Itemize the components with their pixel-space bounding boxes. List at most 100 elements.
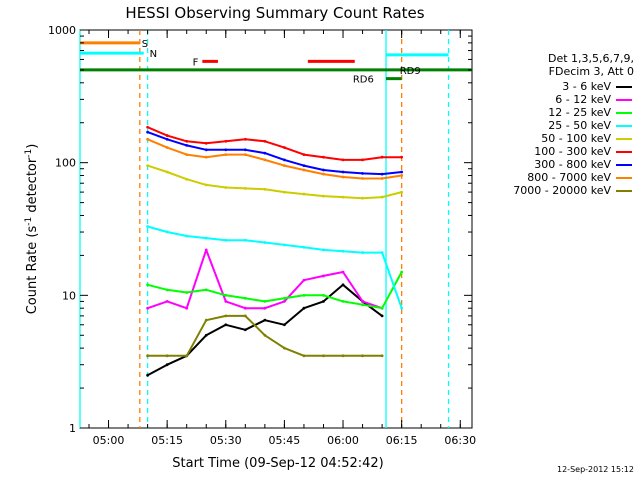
data-point	[146, 225, 150, 228]
data-point	[224, 300, 228, 303]
data-point	[322, 168, 325, 172]
data-point	[224, 238, 228, 242]
data-point	[263, 306, 267, 310]
legend-entry: 25 - 50 keV	[548, 120, 632, 132]
series-line-5	[147, 126, 402, 161]
data-point	[380, 195, 384, 199]
data-point	[263, 151, 267, 155]
x-tick-label: 05:15	[151, 434, 183, 447]
y-axis-label-part: )	[25, 144, 40, 149]
data-point	[263, 333, 267, 337]
x-tick-label: 05:45	[269, 434, 301, 447]
data-point	[302, 168, 306, 172]
data-point	[283, 158, 286, 162]
legend-label: 800 - 7000 keV	[527, 171, 611, 184]
data-point	[361, 300, 364, 303]
data-point	[185, 306, 189, 310]
timestamp: 12-Sep-2012 15:12	[557, 465, 634, 474]
data-point	[302, 354, 306, 358]
legend-entry: 100 - 300 keV	[534, 146, 632, 158]
data-point	[302, 293, 306, 297]
data-point	[283, 323, 286, 327]
data-point	[361, 303, 364, 307]
marker-lines	[79, 30, 450, 428]
data-point	[322, 248, 325, 252]
legend-entry: 12 - 25 keV	[548, 107, 632, 119]
data-point	[204, 183, 208, 187]
data-point	[400, 170, 404, 174]
data-point	[165, 134, 169, 137]
data-point	[400, 270, 404, 274]
data-point	[185, 291, 189, 294]
y-axis-label-exponent: -1	[24, 217, 34, 226]
data-point	[322, 194, 325, 198]
data-point	[243, 296, 247, 300]
series-lines	[146, 125, 404, 377]
data-point	[146, 283, 150, 287]
data-point	[165, 146, 169, 149]
data-point	[322, 172, 325, 176]
data-point	[341, 158, 345, 162]
data-point	[243, 238, 247, 242]
annotation-label-2: F	[193, 57, 199, 68]
plot-frame	[79, 29, 473, 429]
data-point	[361, 251, 364, 254]
y-tick-label: 10	[62, 289, 76, 302]
data-point	[322, 155, 325, 159]
legend-label: 25 - 50 keV	[548, 119, 611, 132]
data-point	[302, 192, 306, 196]
data-point	[165, 170, 169, 174]
y-axis-label-exponent: -1	[24, 149, 34, 158]
data-point	[361, 158, 364, 162]
legend-label: 7000 - 20000 keV	[513, 184, 611, 197]
data-point	[243, 314, 247, 318]
data-point	[400, 174, 404, 177]
data-point	[185, 234, 189, 238]
legend-entry: 300 - 800 keV	[534, 159, 632, 171]
data-point	[400, 306, 404, 310]
data-point	[322, 354, 325, 358]
data-point	[204, 236, 208, 240]
data-point	[224, 148, 228, 152]
data-point	[380, 314, 384, 318]
data-point	[185, 354, 189, 358]
data-point	[263, 241, 267, 244]
series-line-4	[147, 164, 402, 200]
data-point	[185, 153, 189, 157]
legend-entry: 6 - 12 keV	[555, 94, 632, 106]
data-point	[283, 146, 286, 149]
legend-swatch	[616, 86, 632, 88]
y-axis-label-part: detector	[25, 157, 40, 217]
data-point	[146, 306, 150, 310]
data-point	[146, 164, 150, 168]
legend-swatch	[616, 151, 632, 153]
legend-label: 300 - 800 keV	[534, 158, 611, 171]
legend-swatch	[616, 99, 632, 101]
y-tick-label: 100	[55, 157, 76, 170]
x-tick-label: 05:30	[210, 434, 242, 447]
annotation-bars: SN F RD6 RD9	[80, 39, 472, 86]
data-point	[400, 190, 404, 194]
x-tick-label: 06:15	[386, 434, 418, 447]
legend-swatch	[616, 125, 632, 127]
legend-swatch	[616, 177, 632, 179]
data-point	[302, 306, 306, 310]
data-point	[204, 141, 208, 145]
legend-label: 6 - 12 keV	[555, 93, 611, 106]
data-point	[224, 186, 228, 189]
data-point	[224, 139, 228, 143]
data-point	[341, 300, 345, 303]
data-point	[185, 139, 189, 143]
data-point	[165, 354, 169, 358]
data-point	[204, 288, 208, 292]
data-point	[165, 230, 169, 234]
data-point	[283, 346, 286, 350]
data-point	[146, 137, 150, 141]
data-point	[400, 155, 404, 159]
series-line-2	[147, 271, 403, 310]
data-point	[165, 288, 169, 292]
data-point	[283, 243, 286, 247]
y-axis-label: Count Rate (s-1 detector-1)	[24, 144, 40, 315]
data-point	[146, 130, 150, 134]
